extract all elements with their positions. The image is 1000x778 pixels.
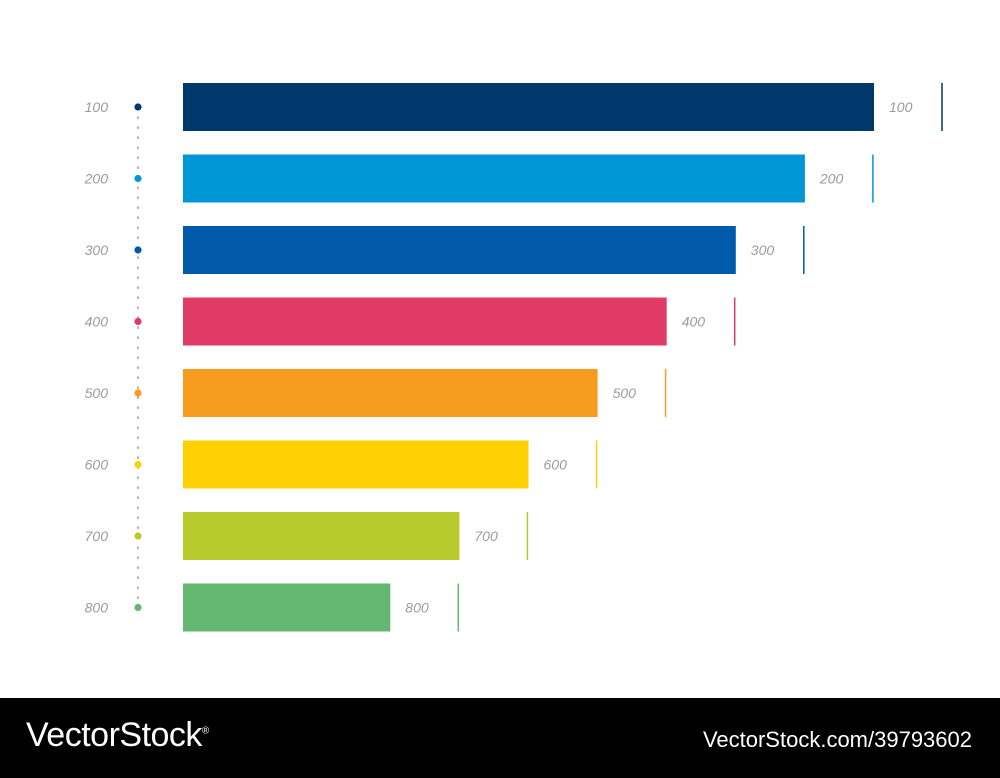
dot-marker (134, 317, 142, 326)
brand-mark: ® (201, 725, 209, 737)
dot-marker (134, 389, 142, 397)
value-label: 700 (474, 528, 498, 544)
dot-marker (134, 103, 142, 111)
brand-name: VectorStock (26, 716, 202, 754)
value-label: 200 (819, 171, 844, 187)
category-label: 600 (85, 457, 109, 473)
category-label: 300 (85, 242, 109, 258)
dot-marker (134, 460, 142, 469)
bar (183, 154, 805, 203)
dot-marker (134, 174, 142, 183)
category-label: 800 (85, 600, 109, 616)
value-label: 600 (544, 457, 568, 473)
bar (183, 83, 874, 131)
bar (183, 440, 529, 489)
brand-logo: VectorStock® (26, 716, 209, 755)
category-label: 700 (85, 528, 109, 544)
bar (183, 226, 736, 274)
chart-area: 100 100 200 200 300 300 400 400 500 500 600 600 700 7… (83, 83, 943, 632)
watermark-footer: VectorStock® VectorStock.com/39793602 (0, 698, 1000, 778)
value-label: 800 (405, 600, 429, 616)
bar (183, 512, 460, 560)
bar (183, 583, 391, 632)
category-label: 200 (84, 171, 109, 187)
category-label: 400 (85, 314, 109, 330)
value-label: 100 (889, 99, 913, 115)
category-label: 500 (85, 385, 109, 401)
dot-marker (134, 246, 142, 254)
value-label: 500 (613, 385, 637, 401)
image-id: VectorStock.com/39793602 (702, 727, 972, 752)
value-label: 300 (751, 242, 775, 258)
dot-marker (134, 603, 142, 612)
value-label: 400 (682, 314, 706, 330)
dot-marker (134, 532, 142, 540)
bar (183, 297, 667, 346)
bar-chart: 100 100 200 200 300 300 400 400 500 500 600 600 700 7… (84, 83, 943, 632)
bar (183, 369, 598, 417)
category-label: 100 (85, 99, 109, 115)
